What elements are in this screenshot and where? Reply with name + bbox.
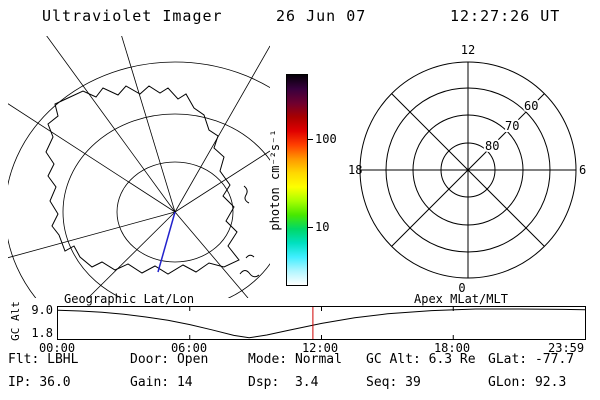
colorbar bbox=[286, 74, 308, 286]
mlt-label-6: 6 bbox=[579, 163, 586, 177]
timeline-ytick-top: 9.0 bbox=[31, 303, 53, 317]
status-label: IP: bbox=[8, 375, 32, 390]
status-label: Mode: bbox=[248, 352, 288, 367]
status-value: LBHL bbox=[47, 352, 79, 367]
status-door: Door: Open bbox=[130, 352, 208, 367]
colorbar-tick-label-100: 100 bbox=[315, 132, 337, 146]
status-label: Dsp: bbox=[248, 375, 280, 390]
status-value: Open bbox=[176, 352, 209, 367]
header-time: 12:27:26 UT bbox=[450, 7, 561, 25]
timeline-xtick-0600: 06:00 bbox=[170, 341, 208, 355]
geo-map-plot bbox=[8, 36, 270, 298]
status-glon: GLon: 92.3 bbox=[488, 375, 566, 390]
apex-grid-plot: 12 0 18 6 60 70 80 bbox=[348, 43, 586, 295]
gc-alt-curve bbox=[58, 308, 585, 339]
status-seq: Seq: 39 bbox=[366, 375, 421, 390]
status-value: 36.0 bbox=[39, 375, 71, 390]
status-dsp: Dsp: 3.4 bbox=[248, 375, 318, 390]
status-flt: Flt: LBHL bbox=[8, 352, 78, 367]
status-value: 6.3 Re bbox=[428, 352, 476, 367]
mlt-label-0: 0 bbox=[458, 281, 465, 295]
status-mode: Mode: Normal bbox=[248, 352, 342, 367]
status-value: 3.4 bbox=[294, 375, 319, 390]
latlon-grid-lines bbox=[8, 36, 270, 298]
timeline-y-axis-label: GC Alt bbox=[9, 301, 22, 341]
apex-plot-caption: Apex MLat/MLT bbox=[414, 292, 508, 306]
timeline-tick-marks bbox=[189, 307, 454, 339]
timeline-xtick-0000: 00:00 bbox=[38, 341, 76, 355]
geo-map-caption: Geographic Lat/Lon bbox=[64, 292, 195, 306]
gc-alt-timeline-plot[interactable] bbox=[57, 306, 586, 340]
status-ip: IP: 36.0 bbox=[8, 375, 71, 390]
mlat-label-80: 80 bbox=[485, 139, 499, 153]
status-gcalt: GC Alt: 6.3 Re bbox=[366, 352, 476, 367]
status-gain: Gain: 14 bbox=[130, 375, 193, 390]
timeline-ytick-bottom: 1.8 bbox=[31, 326, 53, 340]
mlat-mlt-grid bbox=[359, 61, 577, 279]
spacecraft-track-line bbox=[157, 211, 176, 273]
status-label: GLat: bbox=[488, 352, 528, 367]
status-glat: GLat: -77.7 bbox=[488, 352, 574, 367]
antarctica-coastline bbox=[45, 85, 260, 278]
status-value: -77.7 bbox=[534, 352, 575, 367]
header-date: 26 Jun 07 bbox=[276, 7, 367, 25]
timeline-xtick-1200: 12:00 bbox=[301, 341, 339, 355]
timeline-xtick-2359: 23:59 bbox=[548, 341, 585, 355]
app-title: Ultraviolet Imager bbox=[42, 7, 223, 25]
status-label: Door: bbox=[130, 352, 170, 367]
colorbar-tick-mark-10 bbox=[308, 227, 313, 228]
status-value: 92.3 bbox=[534, 375, 567, 390]
status-label: Gain: bbox=[130, 375, 170, 390]
status-label: Flt: bbox=[8, 352, 40, 367]
status-label: Seq: bbox=[366, 375, 398, 390]
colorbar-tick-label-10: 10 bbox=[315, 220, 330, 234]
status-label: GLon: bbox=[488, 375, 528, 390]
timeline-xtick-1800: 18:00 bbox=[433, 341, 471, 355]
mlat-label-70: 70 bbox=[505, 119, 519, 133]
colorbar-tick-mark-100 bbox=[308, 139, 313, 140]
mlt-label-18: 18 bbox=[348, 163, 362, 177]
status-label: GC Alt: bbox=[366, 352, 421, 367]
status-value: 39 bbox=[405, 375, 421, 390]
colorbar-label: photon cm⁻²s⁻¹ bbox=[268, 129, 282, 231]
status-value: 14 bbox=[176, 375, 193, 390]
mlat-label-60: 60 bbox=[524, 99, 538, 113]
mlt-label-12: 12 bbox=[461, 43, 475, 57]
status-value: Normal bbox=[294, 352, 342, 367]
